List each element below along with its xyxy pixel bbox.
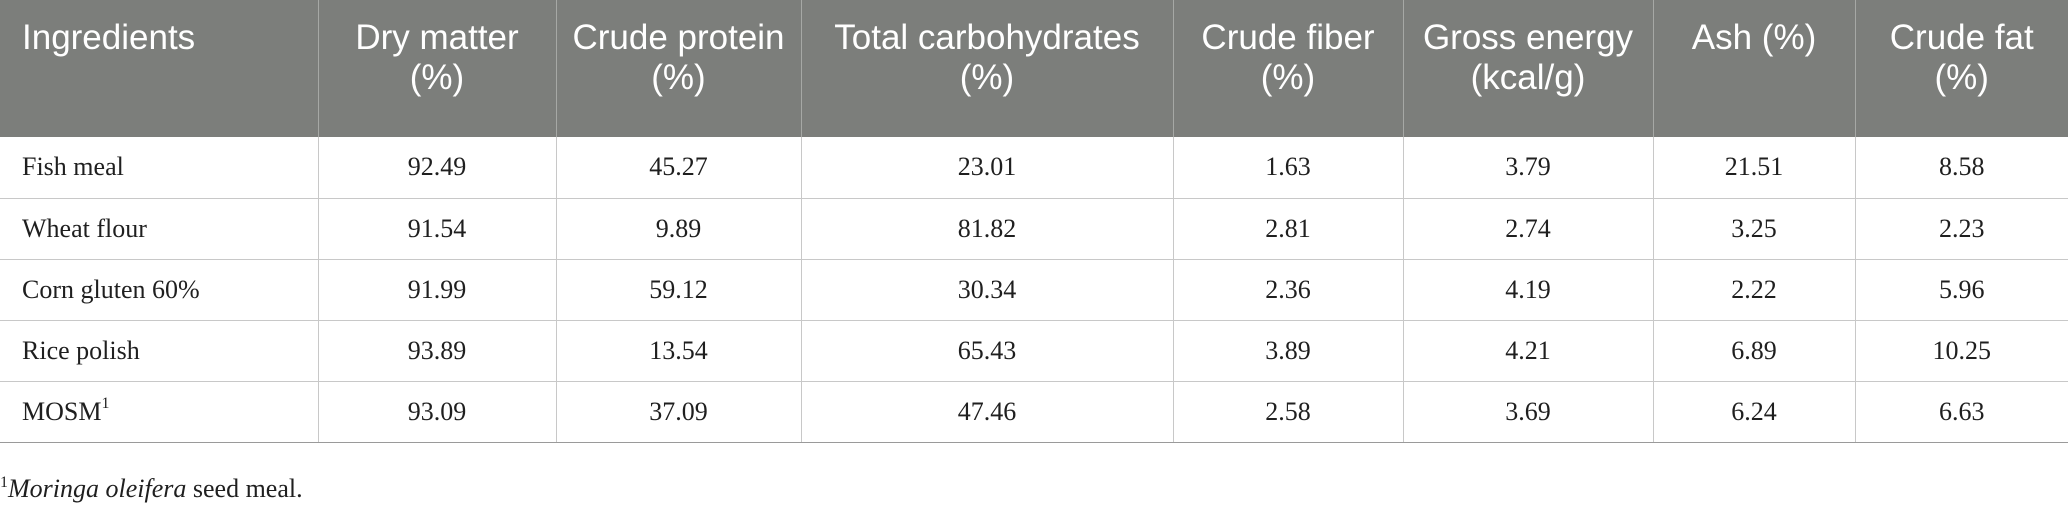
ash-cell: 3.25 — [1652, 198, 1855, 260]
table-row: Rice polish 93.89 13.54 65.43 3.89 4.21 … — [0, 320, 2068, 382]
table-header: Ingredients Dry matter (%) Crude protein… — [0, 0, 2068, 137]
footnote-text: seed meal. — [186, 474, 303, 503]
ingredient-label: Wheat flour — [22, 213, 147, 243]
ingredient-composition-table: Ingredients Dry matter (%) Crude protein… — [0, 0, 2068, 443]
gross-energy-cell: 3.79 — [1402, 137, 1653, 199]
total-carbohydrates-cell: 81.82 — [800, 198, 1173, 260]
ingredient-name: Corn gluten 60% — [0, 259, 318, 321]
table-row: Corn gluten 60% 91.99 59.12 30.34 2.36 4… — [0, 259, 2068, 321]
table-row: Fish meal 92.49 45.27 23.01 1.63 3.79 21… — [0, 137, 2068, 199]
dry-matter-cell: 93.89 — [317, 320, 556, 382]
ash-cell: 6.24 — [1652, 381, 1855, 443]
crude-protein-cell: 37.09 — [555, 381, 801, 443]
ash-cell: 6.89 — [1652, 320, 1855, 382]
total-carbohydrates-cell: 65.43 — [800, 320, 1173, 382]
crude-fat-cell: 2.23 — [1854, 198, 2068, 260]
ingredient-name: Rice polish — [0, 320, 318, 382]
ingredient-name: MOSM1 — [0, 381, 318, 443]
ingredient-label: Corn gluten 60% — [22, 274, 200, 304]
ingredient-label: MOSM — [22, 396, 102, 426]
footnote-species: Moringa oleifera — [8, 474, 187, 503]
table-row: Wheat flour 91.54 9.89 81.82 2.81 2.74 3… — [0, 198, 2068, 260]
crude-fat-cell: 10.25 — [1854, 320, 2068, 382]
crude-protein-cell: 9.89 — [555, 198, 801, 260]
total-carbohydrates-cell: 23.01 — [800, 137, 1173, 199]
gross-energy-cell: 2.74 — [1402, 198, 1653, 260]
crude-fat-cell: 5.96 — [1854, 259, 2068, 321]
total-carbohydrates-cell: 47.46 — [800, 381, 1173, 443]
footnote-marker: 1 — [0, 474, 8, 491]
ash-cell: 21.51 — [1652, 137, 1855, 199]
table-row: MOSM1 93.09 37.09 47.46 2.58 3.69 6.24 6… — [0, 381, 2068, 443]
gross-energy-cell: 3.69 — [1402, 381, 1653, 443]
header-dry-matter: Dry matter (%) — [317, 0, 556, 137]
crude-protein-cell: 59.12 — [555, 259, 801, 321]
crude-fiber-cell: 2.36 — [1172, 259, 1403, 321]
header-total-carbohydrates: Total carbohydrates (%) — [800, 0, 1173, 137]
footnote-marker: 1 — [101, 394, 110, 412]
ingredient-label: Rice polish — [22, 335, 140, 365]
header-row: Ingredients Dry matter (%) Crude protein… — [0, 0, 2068, 137]
dry-matter-cell: 93.09 — [317, 381, 556, 443]
gross-energy-cell: 4.21 — [1402, 320, 1653, 382]
dry-matter-cell: 91.54 — [317, 198, 556, 260]
table-body: Fish meal 92.49 45.27 23.01 1.63 3.79 21… — [0, 137, 2068, 443]
crude-fiber-cell: 1.63 — [1172, 137, 1403, 199]
header-ash: Ash (%) — [1652, 0, 1855, 137]
crude-fat-cell: 8.58 — [1854, 137, 2068, 199]
ash-cell: 2.22 — [1652, 259, 1855, 321]
gross-energy-cell: 4.19 — [1402, 259, 1653, 321]
crude-protein-cell: 45.27 — [555, 137, 801, 199]
ingredient-label: Fish meal — [22, 152, 124, 182]
crude-fiber-cell: 3.89 — [1172, 320, 1403, 382]
table-footnote: 1Moringa oleifera seed meal. — [0, 474, 303, 504]
header-gross-energy: Gross energy (kcal/g) — [1402, 0, 1653, 137]
dry-matter-cell: 92.49 — [317, 137, 556, 199]
total-carbohydrates-cell: 30.34 — [800, 259, 1173, 321]
crude-fiber-cell: 2.81 — [1172, 198, 1403, 260]
header-crude-fat: Crude fat (%) — [1854, 0, 2068, 137]
crude-fat-cell: 6.63 — [1854, 381, 2068, 443]
crude-fiber-cell: 2.58 — [1172, 381, 1403, 443]
header-crude-fiber: Crude fiber (%) — [1172, 0, 1403, 137]
ingredient-composition-table-wrap: Ingredients Dry matter (%) Crude protein… — [0, 0, 2068, 443]
crude-protein-cell: 13.54 — [555, 320, 801, 382]
ingredient-name: Wheat flour — [0, 198, 318, 260]
header-ingredients: Ingredients — [0, 0, 318, 137]
ingredient-name: Fish meal — [0, 137, 318, 199]
dry-matter-cell: 91.99 — [317, 259, 556, 321]
header-crude-protein: Crude protein (%) — [555, 0, 801, 137]
